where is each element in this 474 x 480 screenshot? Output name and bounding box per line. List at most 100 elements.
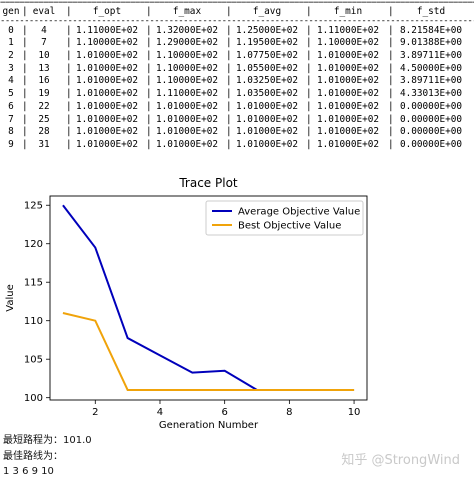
column-divider: | (306, 6, 312, 17)
header-f-max: f_max (172, 6, 202, 17)
table-row: 6 22 1.01000E+02 1.01000E+02 1.01000E+02 1.01… (0, 101, 474, 114)
column-divider: | (22, 126, 28, 138)
table-row: 4 16 1.01000E+02 1.10000E+02 1.03250E+02 1.01… (0, 75, 474, 88)
legend-entry-label: Average Objective Value (238, 207, 360, 218)
y-tick-label: 105 (24, 355, 43, 366)
column-divider: | (22, 100, 28, 112)
trace-plot-chart: Trace Plot Generation Number Value 2 4 6 8 10 10… (5, 176, 368, 431)
column-divider: | (226, 126, 232, 138)
cell-f-max: 1.01000E+02 (155, 100, 219, 112)
shortest-distance-text: 最短路程为：101.0 (3, 435, 92, 446)
cell-f-min: 1.01000E+02 (316, 100, 380, 112)
cell-f-avg: 1.05500E+02 (235, 62, 299, 74)
cell-eval: 7 (41, 37, 47, 49)
header-f-opt: f_opt (92, 6, 122, 17)
column-divider: | (22, 88, 28, 100)
cell-f-max: 1.10000E+02 (155, 50, 219, 62)
column-divider: | (66, 88, 72, 100)
y-tick-label: 115 (24, 278, 43, 289)
y-tick-label: 125 (24, 201, 43, 212)
cell-gen: 7 (8, 113, 14, 125)
column-divider: | (226, 50, 232, 62)
cell-eval: 13 (38, 62, 50, 74)
column-divider: | (66, 24, 72, 36)
cell-f-max: 1.01000E+02 (155, 113, 219, 125)
cell-f-min: 1.01000E+02 (316, 138, 380, 150)
cell-f-opt: 1.11000E+02 (75, 24, 139, 36)
header-f-std: f_std (416, 6, 446, 17)
column-divider: | (146, 88, 152, 100)
x-axis-label: Generation Number (159, 420, 259, 431)
column-divider: | (388, 88, 394, 100)
column-divider: | (226, 100, 232, 112)
cell-f-min: 1.01000E+02 (316, 62, 380, 74)
table-row: 3 13 1.01000E+02 1.10000E+02 1.05500E+02 1.01… (0, 63, 474, 76)
cell-f-opt: 1.01000E+02 (75, 113, 139, 125)
console-output: ========================================… (0, 0, 474, 160)
cell-eval: 4 (41, 24, 47, 36)
column-divider: | (66, 113, 72, 125)
cell-f-std: 9.01388E+00 (399, 37, 463, 49)
x-tick-label: 8 (286, 407, 292, 418)
column-divider: | (66, 138, 72, 150)
cell-gen: 8 (8, 126, 14, 138)
column-divider: | (306, 113, 312, 125)
column-divider: | (146, 126, 152, 138)
cell-f-std: 4.33013E+00 (399, 88, 463, 100)
cell-f-avg: 1.03250E+02 (235, 75, 299, 87)
column-divider: | (22, 113, 28, 125)
column-divider: | (22, 138, 28, 150)
best-route-label: 最佳路线为： (3, 450, 63, 462)
y-tick-label: 110 (24, 316, 43, 327)
cell-f-opt: 1.01000E+02 (75, 75, 139, 87)
column-divider: | (388, 50, 394, 62)
table-row: 7 25 1.01000E+02 1.01000E+02 1.01000E+02 1.01… (0, 114, 474, 127)
cell-eval: 25 (38, 113, 50, 125)
column-divider: | (146, 37, 152, 49)
column-divider: | (388, 24, 394, 36)
column-divider: | (226, 62, 232, 74)
table-header: gen eval f_opt f_max f_avg f_min f_std | | | | | | (0, 6, 474, 19)
column-divider: | (306, 24, 312, 36)
cell-eval: 22 (38, 100, 50, 112)
cell-f-min: 1.01000E+02 (316, 75, 380, 87)
cell-f-min: 1.01000E+02 (316, 50, 380, 62)
column-divider: | (66, 62, 72, 74)
cell-f-std: 0.00000E+00 (399, 113, 463, 125)
header-f-min: f_min (333, 6, 363, 17)
cell-f-std: 4.50000E+00 (399, 62, 463, 74)
cell-gen: 6 (8, 100, 14, 112)
chart-title: Trace Plot (178, 176, 238, 190)
cell-f-max: 1.32000E+02 (155, 24, 219, 36)
column-divider: | (146, 62, 152, 74)
column-divider: | (306, 50, 312, 62)
column-divider: | (146, 24, 152, 36)
y-tick-label: 100 (24, 393, 43, 404)
cell-gen: 9 (8, 138, 14, 150)
column-divider: | (226, 6, 232, 17)
column-divider: | (388, 62, 394, 74)
cell-f-std: 0.00000E+00 (399, 126, 463, 138)
column-divider: | (146, 138, 152, 150)
cell-f-std: 0.00000E+00 (399, 138, 463, 150)
cell-f-std: 3.89711E+00 (399, 50, 463, 62)
column-divider: | (388, 113, 394, 125)
column-divider: | (146, 6, 152, 17)
cell-eval: 31 (38, 138, 50, 150)
column-divider: | (22, 50, 28, 62)
cell-f-max: 1.10000E+02 (155, 62, 219, 74)
cell-eval: 16 (38, 75, 50, 87)
column-divider: | (146, 50, 152, 62)
cell-eval: 10 (38, 50, 50, 62)
cell-gen: 2 (8, 50, 14, 62)
cell-f-max: 1.11000E+02 (155, 88, 219, 100)
cell-f-max: 1.29000E+02 (155, 37, 219, 49)
cell-f-avg: 1.03500E+02 (235, 88, 299, 100)
column-divider: | (66, 6, 72, 17)
cell-f-std: 8.21584E+00 (399, 24, 463, 36)
cell-f-opt: 1.01000E+02 (75, 50, 139, 62)
cell-gen: 3 (8, 62, 14, 74)
x-tick-label: 4 (157, 407, 163, 418)
y-tick-label: 120 (24, 239, 43, 250)
column-divider: | (306, 126, 312, 138)
